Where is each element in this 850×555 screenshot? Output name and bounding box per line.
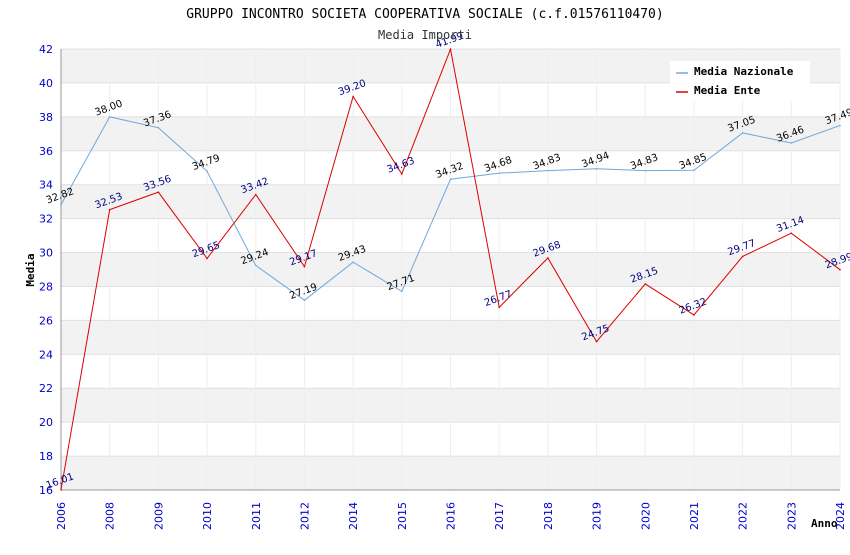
chart-title: GRUPPO INCONTRO SOCIETA COOPERATIVA SOCI… xyxy=(186,7,663,22)
x-tick-label: 2018 xyxy=(542,502,555,530)
data-point-media-ente xyxy=(449,48,452,50)
data-point-media-nazionale xyxy=(498,172,500,174)
chart-subtitle: Media Importi xyxy=(378,28,472,42)
data-point-media-ente xyxy=(498,306,500,309)
data-point-media-nazionale xyxy=(254,264,257,267)
y-tick-label: 36 xyxy=(39,145,53,158)
x-tick-labels: 2006 2008 2009 2010 2011 2012 2014 2015 2016 2017… xyxy=(55,502,847,530)
data-point-media-nazionale xyxy=(157,126,160,129)
y-tick-label: 34 xyxy=(39,179,53,192)
data-point-media-ente xyxy=(157,191,160,193)
data-point-media-ente xyxy=(206,257,208,260)
y-tick-label: 26 xyxy=(39,314,53,327)
data-point-media-nazionale xyxy=(839,124,841,127)
legend: Media Nazionale Media Ente xyxy=(670,61,810,101)
data-point-media-ente xyxy=(644,283,647,285)
x-tick-label: 2024 xyxy=(834,502,847,530)
series-lines xyxy=(60,47,841,491)
y-tick-label: 30 xyxy=(39,247,53,260)
data-point-media-nazionale xyxy=(401,290,403,293)
grid-lines xyxy=(60,48,841,491)
x-tick-label: 2021 xyxy=(688,502,701,530)
x-tick-label: 2023 xyxy=(785,502,798,530)
data-point-media-nazionale xyxy=(108,116,111,118)
y-tick-label: 28 xyxy=(39,280,53,293)
data-point-media-nazionale xyxy=(644,169,647,172)
y-tick-label: 24 xyxy=(39,348,53,361)
data-point-media-ente xyxy=(254,193,257,196)
data-point-media-ente xyxy=(303,265,306,268)
data-point-media-ente xyxy=(741,255,744,258)
data-point-media-nazionale xyxy=(352,261,354,264)
data-point-media-nazionale xyxy=(790,142,793,144)
data-point-media-nazionale xyxy=(303,299,306,302)
x-axis-label: Anno xyxy=(811,517,838,530)
x-tick-label: 2011 xyxy=(250,502,263,530)
data-point-media-nazionale xyxy=(60,203,62,206)
data-point-media-nazionale xyxy=(547,169,549,172)
data-point-media-ente xyxy=(352,95,354,98)
data-point-media-ente xyxy=(693,314,695,316)
x-tick-label: 2006 xyxy=(55,502,68,530)
x-tick-label: 2008 xyxy=(104,502,117,530)
data-point-media-ente xyxy=(401,173,403,175)
y-tick-label: 18 xyxy=(39,450,53,463)
y-axis-label: Media xyxy=(24,253,37,286)
y-tick-label: 42 xyxy=(39,43,53,56)
y-tick-label: 22 xyxy=(39,382,53,395)
data-point-media-ente xyxy=(108,208,111,211)
x-tick-label: 2012 xyxy=(298,502,311,530)
data-point-media-ente xyxy=(839,268,841,271)
x-tick-label: 2017 xyxy=(493,502,506,530)
data-point-media-nazionale xyxy=(206,170,208,173)
data-point-media-nazionale xyxy=(449,178,452,181)
x-tick-label: 2016 xyxy=(445,502,458,530)
x-tick-label: 2022 xyxy=(737,502,750,530)
x-tick-label: 2020 xyxy=(639,502,652,530)
data-point-media-nazionale xyxy=(595,167,598,170)
y-tick-label: 20 xyxy=(39,416,53,429)
data-point-media-ente xyxy=(547,257,549,259)
x-tick-label: 2019 xyxy=(591,502,604,530)
data-point-media-ente xyxy=(595,340,598,343)
y-tick-label: 38 xyxy=(39,111,53,124)
axes xyxy=(60,49,840,491)
legend-box xyxy=(670,61,810,101)
x-tick-label: 2009 xyxy=(152,502,165,530)
data-point-media-nazionale xyxy=(693,169,695,172)
y-tick-labels: 16 18 20 22 24 26 28 30 32 34 36 38 40 42 xyxy=(39,43,53,497)
x-tick-label: 2015 xyxy=(396,502,409,530)
data-point-media-ente xyxy=(790,232,793,235)
x-tick-label: 2010 xyxy=(201,502,214,530)
y-tick-label: 16 xyxy=(39,484,53,497)
y-tick-label: 32 xyxy=(39,213,53,226)
x-tick-label: 2014 xyxy=(347,502,360,530)
legend-label-media-nazionale: Media Nazionale xyxy=(694,65,794,78)
data-point-media-ente xyxy=(60,489,62,491)
y-tick-label: 40 xyxy=(39,77,53,90)
legend-label-media-ente: Media Ente xyxy=(694,84,761,97)
data-point-media-nazionale xyxy=(741,132,744,134)
